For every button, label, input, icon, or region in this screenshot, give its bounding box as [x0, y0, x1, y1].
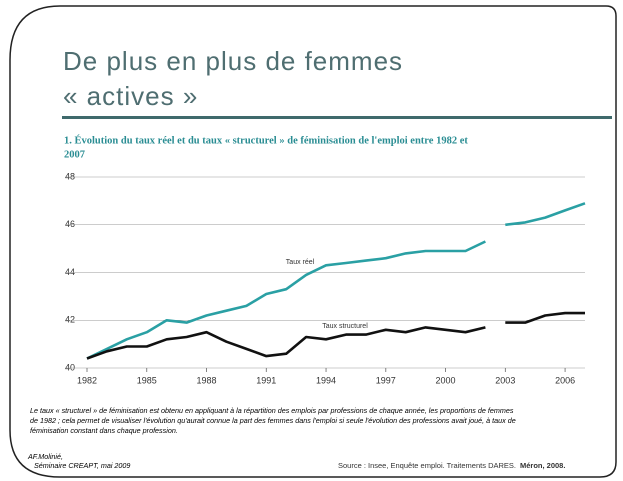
- y-tick-label: 42: [65, 315, 75, 325]
- x-tick-label: 2006: [555, 375, 575, 385]
- author: Séminaire CREAPT, mai 2009: [34, 461, 130, 470]
- note: féminisation constant dans chaque profes…: [30, 426, 178, 435]
- chart-title: 1. Évolution du taux réel et du taux « s…: [64, 134, 468, 146]
- y-tick-label: 44: [65, 267, 75, 277]
- x-tick-label: 1994: [316, 375, 336, 385]
- y-tick-label: 46: [65, 219, 75, 229]
- source-bold: Méron, 2008.: [520, 461, 565, 470]
- x-tick-label: 2000: [436, 375, 456, 385]
- series-line: [86, 202, 586, 360]
- author: AF.Molinié,: [27, 452, 63, 461]
- x-tick-label: 1997: [376, 375, 396, 385]
- slide-frame: [9, 5, 617, 478]
- source: Source : Insee, Enquête emploi. Traiteme…: [338, 461, 516, 470]
- slide-title: « actives »: [63, 81, 198, 111]
- slide-title: De plus en plus de femmes: [63, 46, 403, 76]
- x-tick-label: 1988: [197, 375, 217, 385]
- y-tick-label: 48: [65, 171, 75, 181]
- title-rule: [62, 116, 612, 119]
- series-label: Taux structurel: [322, 323, 368, 330]
- series-label: Taux réel: [286, 259, 315, 266]
- x-tick-label: 1991: [256, 375, 276, 385]
- chart-title: 2007: [64, 149, 85, 160]
- note: Le taux « structurel » de féminisation e…: [30, 406, 514, 415]
- x-tick-label: 1982: [77, 375, 97, 385]
- y-tick-label: 40: [65, 362, 75, 372]
- x-tick-label: 1985: [137, 375, 157, 385]
- x-tick-label: 2003: [495, 375, 515, 385]
- series-line: [86, 311, 585, 360]
- note: de 1982 ; cela permet de visualiser l'év…: [30, 416, 516, 425]
